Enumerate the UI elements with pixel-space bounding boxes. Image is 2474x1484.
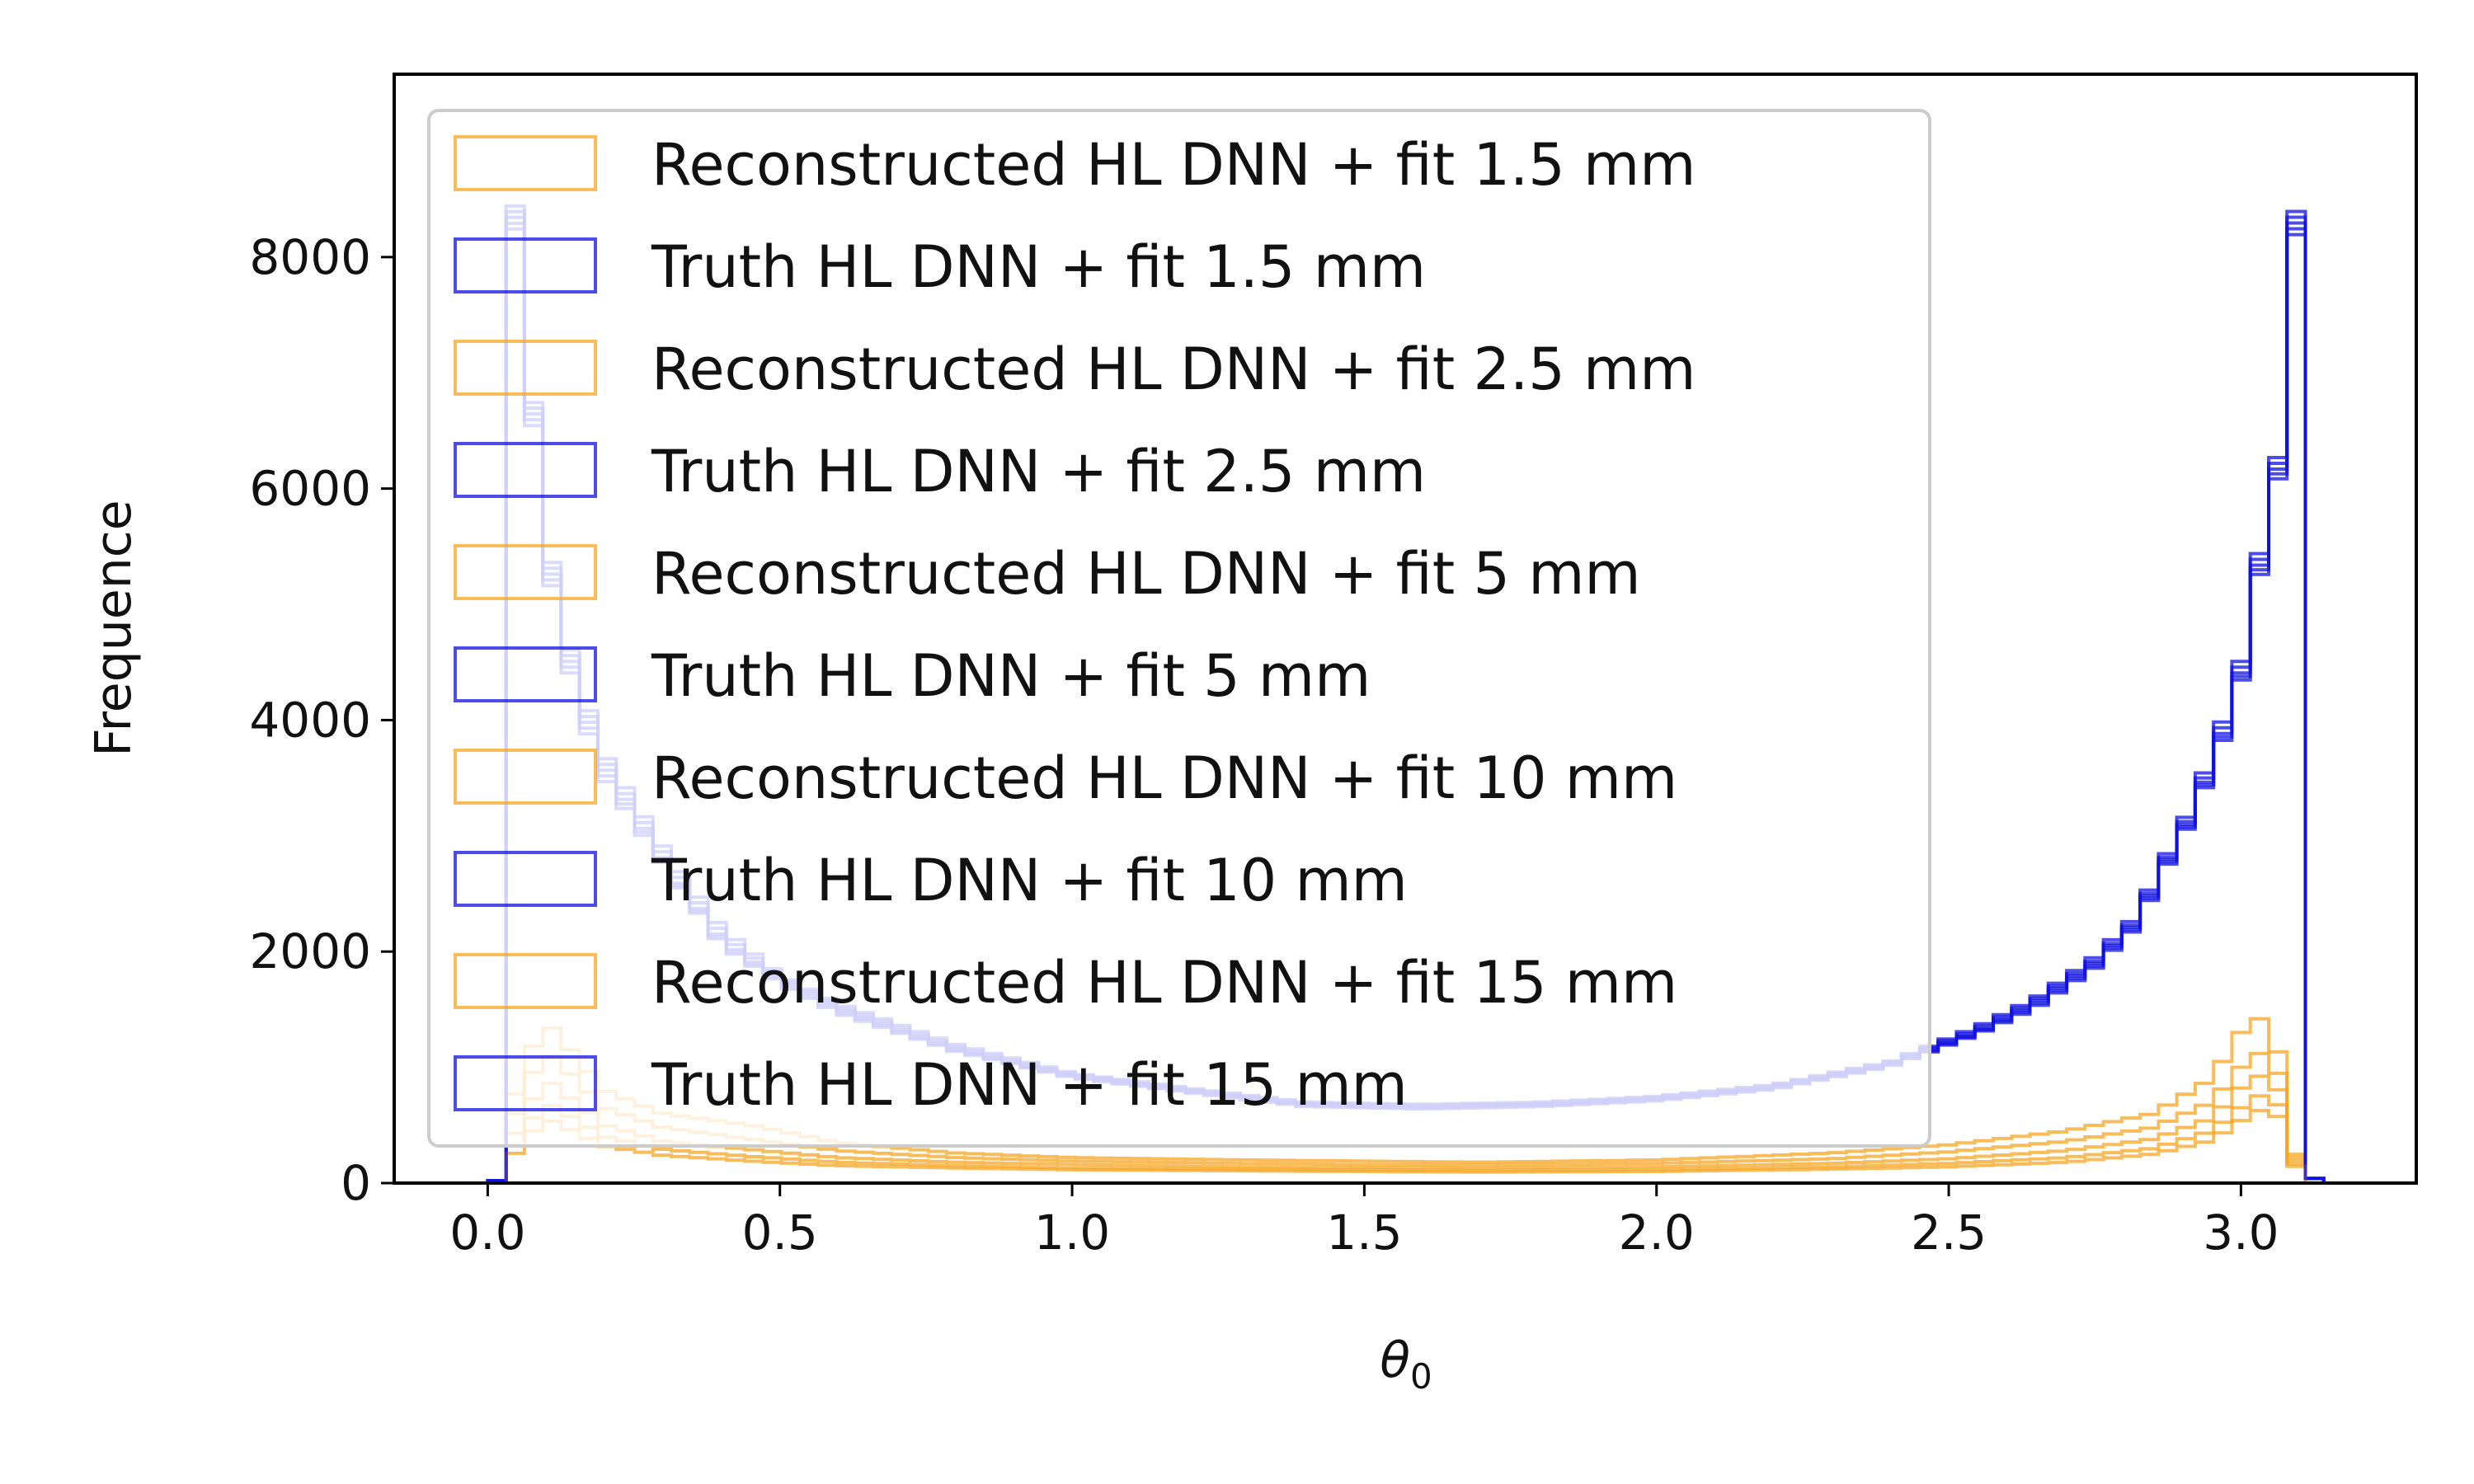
- legend-label-2: Truth HL DNN + fit 1.5 mm: [651, 233, 1426, 301]
- x-tick-label: 1.0: [1034, 1205, 1110, 1261]
- legend-label-1: Reconstructed HL DNN + fit 1.5 mm: [651, 131, 1696, 199]
- legend-label-9: Reconstructed HL DNN + fit 15 mm: [651, 949, 1677, 1017]
- legend-swatch-4: [454, 442, 597, 498]
- legend-label-8: Truth HL DNN + fit 10 mm: [651, 847, 1408, 914]
- x-tick-label: 0.0: [449, 1205, 525, 1261]
- legend-swatch-1: [454, 135, 597, 191]
- y-tick-label: 0: [341, 1155, 371, 1211]
- x-tick-label: 1.5: [1326, 1205, 1402, 1261]
- legend-swatch-8: [454, 851, 597, 907]
- legend-swatch-10: [454, 1055, 597, 1111]
- legend-swatch-5: [454, 544, 597, 600]
- plot-frame: [393, 73, 2418, 1185]
- y-tick-label: 6000: [249, 461, 371, 517]
- histogram-series-7: [487, 1094, 2324, 1185]
- legend-swatch-9: [454, 953, 597, 1009]
- x-tick-label: 2.0: [1619, 1205, 1695, 1261]
- legend-swatch-3: [454, 340, 597, 396]
- legend-label-6: Truth HL DNN + fit 5 mm: [651, 642, 1371, 710]
- legend-swatch-7: [454, 749, 597, 805]
- legend-label-7: Reconstructed HL DNN + fit 10 mm: [651, 744, 1677, 812]
- legend-label-4: Truth HL DNN + fit 2.5 mm: [651, 438, 1426, 505]
- x-axis-label-main: θ: [1380, 1331, 1410, 1389]
- histogram-series-5: [487, 1074, 2324, 1185]
- y-axis-ticks: 0 2000 4000 6000 8000: [249, 229, 394, 1211]
- legend-label-10: Truth HL DNN + fit 15 mm: [651, 1051, 1408, 1119]
- y-tick-label: 2000: [249, 923, 371, 979]
- x-tick-label: 3.0: [2203, 1205, 2279, 1261]
- legend-swatch-2: [454, 237, 597, 294]
- legend-label-5: Reconstructed HL DNN + fit 5 mm: [651, 540, 1641, 608]
- y-tick-label: 8000: [249, 229, 371, 285]
- x-tick-label: 2.5: [1911, 1205, 1987, 1261]
- x-axis-label-subscript: 0: [1410, 1356, 1432, 1397]
- legend-frame: [427, 109, 1931, 1148]
- histogram-series-9: [487, 1109, 2324, 1185]
- x-axis-ticks: 0.0 0.5 1.0 1.5 2.0 2.5 3.0: [449, 1183, 2279, 1261]
- legend-swatch-6: [454, 646, 597, 702]
- legend: Reconstructed HL DNN + fit 1.5 mm Truth H…: [427, 109, 1931, 1148]
- x-axis-label: θ0: [1380, 1331, 1432, 1397]
- y-tick-label: 4000: [249, 692, 371, 748]
- y-axis-label: Frequence: [85, 500, 143, 756]
- x-tick-label: 0.5: [742, 1205, 818, 1261]
- legend-label-3: Reconstructed HL DNN + fit 2.5 mm: [651, 336, 1696, 403]
